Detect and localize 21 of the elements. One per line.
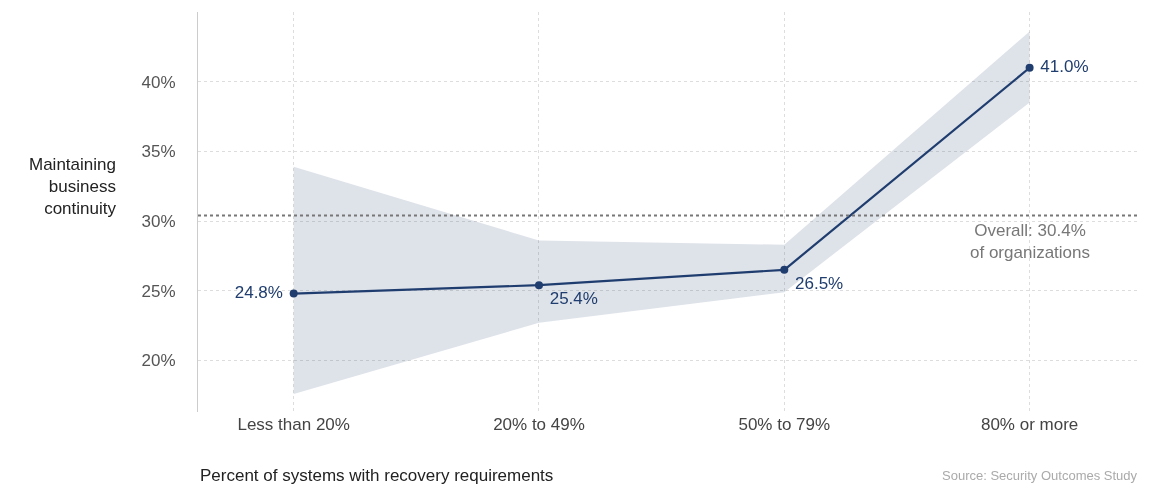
data-label: 41.0% bbox=[1035, 57, 1094, 76]
point bbox=[289, 289, 298, 298]
y-tick-label: 35% bbox=[141, 142, 176, 162]
y-tick-label: 40% bbox=[141, 72, 176, 92]
source-note: Source: Security Outcomes Study bbox=[942, 468, 1138, 483]
x-axis-title: Percent of systems with recovery requirements bbox=[200, 466, 554, 485]
ref-line-label: Overall: 30.4% of organizations bbox=[970, 221, 1091, 263]
x-tick-label: 50% to 79% bbox=[738, 415, 831, 434]
x-tick-label: Less than 20% bbox=[237, 415, 350, 434]
y-tick-label: 30% bbox=[141, 212, 176, 232]
x-tick-label: 20% to 49% bbox=[493, 415, 585, 434]
point bbox=[780, 265, 789, 274]
y-tick-label: 20% bbox=[141, 351, 176, 371]
data-label: 25.4% bbox=[544, 288, 603, 308]
data-label: 26.5% bbox=[790, 273, 848, 293]
y-axis-title: Maintaining business continuity bbox=[29, 155, 117, 219]
y-tick-label: 25% bbox=[141, 281, 176, 301]
point bbox=[1025, 63, 1034, 72]
point bbox=[534, 281, 543, 290]
data-label: 24.8% bbox=[230, 282, 288, 302]
x-tick-label: 80% or more bbox=[980, 415, 1079, 434]
